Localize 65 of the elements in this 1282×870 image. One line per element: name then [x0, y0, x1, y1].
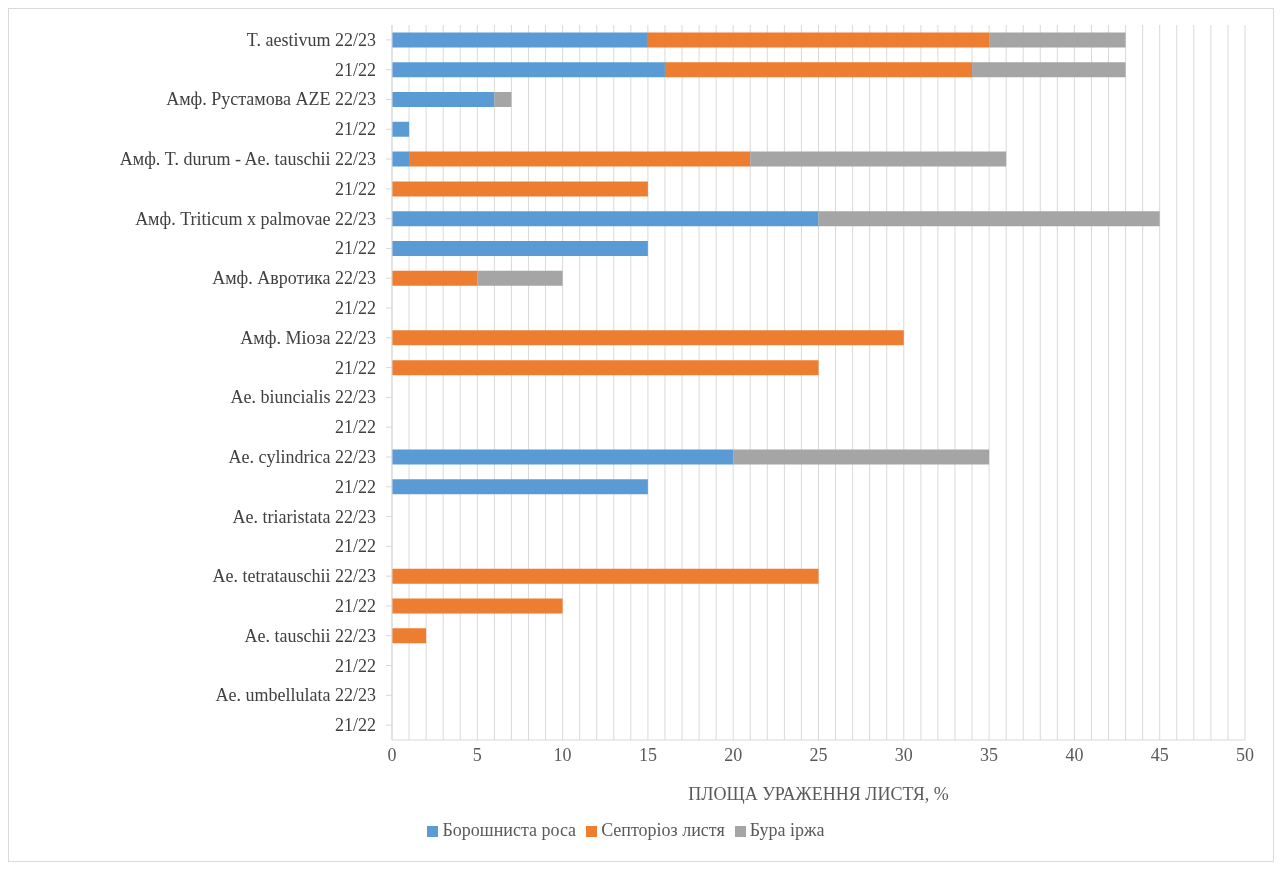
- bar: [392, 628, 427, 644]
- legend-label: Борошниста роса: [442, 820, 577, 840]
- bar: [392, 330, 904, 346]
- y-tick-label: Ae. tauschii 22/23: [244, 625, 376, 646]
- x-tick-label: 0: [387, 744, 397, 765]
- y-tick-label: 21/22: [334, 595, 376, 616]
- y-tick-label: Ae. triaristata 22/23: [232, 506, 376, 527]
- y-tick-label: 21/22: [334, 238, 376, 259]
- y-tick-label: T. aestivum 22/23: [246, 29, 376, 50]
- bar: [750, 151, 1007, 167]
- y-tick-label: Амф. T. durum - Ae. tauschii 22/23: [119, 149, 376, 170]
- y-tick-label: 21/22: [334, 655, 376, 676]
- x-tick-label: 40: [1065, 744, 1084, 765]
- bar: [392, 240, 648, 256]
- bar: [664, 62, 973, 78]
- y-tick-label: 21/22: [334, 715, 376, 736]
- x-tick-label: 45: [1150, 744, 1169, 765]
- y-tick-label: 21/22: [334, 536, 376, 557]
- legend-label: Бура іржа: [749, 820, 825, 840]
- x-tick-label: 5: [472, 744, 482, 765]
- x-tick-label: 20: [724, 744, 743, 765]
- x-tick-label: 35: [980, 744, 999, 765]
- bar: [972, 62, 1126, 78]
- y-tick-label: 21/22: [334, 178, 376, 199]
- bar: [392, 479, 648, 495]
- y-tick-label: Ae. umbellulata 22/23: [215, 685, 376, 706]
- y-tick-label: 21/22: [334, 119, 376, 140]
- bar: [392, 568, 819, 584]
- bar: [392, 360, 819, 376]
- legend-label: Септоріоз листя: [601, 820, 725, 840]
- y-tick-label: Амф. Міоза 22/23: [240, 327, 376, 348]
- bar: [392, 211, 819, 227]
- bar: [477, 270, 563, 286]
- bar: [392, 181, 648, 197]
- bar: [392, 32, 648, 48]
- bar: [392, 92, 495, 108]
- x-tick-label: 30: [894, 744, 913, 765]
- bar: [989, 32, 1126, 48]
- x-tick-label: 15: [638, 744, 657, 765]
- bar: [392, 151, 410, 167]
- y-tick-label: Амф. Рустамова AZE 22/23: [166, 89, 376, 110]
- y-tick-label: Ae. cylindrica 22/23: [228, 446, 376, 467]
- y-tick-label: 21/22: [334, 417, 376, 438]
- x-tick-label: 50: [1236, 744, 1254, 765]
- x-axis-title: ПЛОЩА УРАЖЕННЯ ЛИСТЯ, %: [688, 784, 949, 804]
- bar: [392, 449, 734, 465]
- bar: [392, 598, 563, 614]
- y-tick-label: Амф. Авротика 22/23: [212, 268, 376, 289]
- y-tick-label: 21/22: [334, 357, 376, 378]
- bar: [647, 32, 990, 48]
- y-tick-label: Ae. biuncialis 22/23: [230, 387, 376, 408]
- y-tick-label: 21/22: [334, 59, 376, 80]
- y-tick-label: Амф. Triticum x palmovae 22/23: [135, 208, 376, 229]
- y-tick-label: Ae. tetratauschii 22/23: [212, 566, 376, 587]
- bar: [409, 151, 751, 167]
- y-tick-label: 21/22: [334, 476, 376, 497]
- bar: [392, 121, 410, 137]
- x-tick-label: 10: [553, 744, 572, 765]
- x-tick-label: 25: [809, 744, 828, 765]
- bar: [733, 449, 990, 465]
- bar: [494, 92, 512, 108]
- bar: [818, 211, 1160, 227]
- bar: [392, 62, 665, 78]
- bar: [392, 270, 478, 286]
- y-tick-label: 21/22: [334, 298, 376, 319]
